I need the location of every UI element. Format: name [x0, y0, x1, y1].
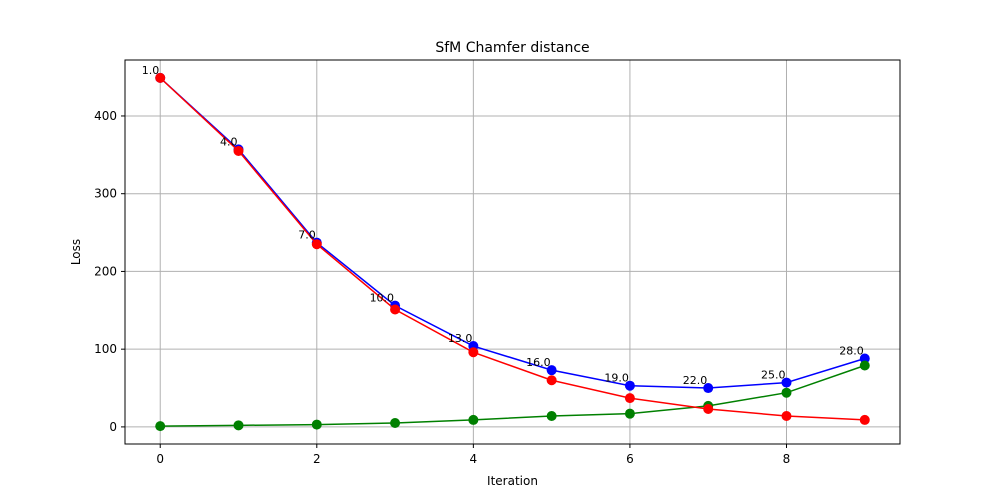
series-point	[781, 377, 792, 388]
series-point	[624, 393, 635, 404]
point-label: 22.0	[683, 374, 708, 387]
grid	[125, 60, 900, 444]
series-point	[233, 420, 244, 431]
point-label: 4.0	[220, 135, 238, 148]
x-tick-label: 8	[783, 452, 791, 466]
series-point	[155, 421, 166, 432]
point-label: 25.0	[761, 369, 786, 382]
series-point	[311, 419, 322, 430]
x-tick-label: 2	[313, 452, 321, 466]
series-point	[155, 72, 166, 83]
series-point	[546, 365, 557, 376]
y-tick-label: 0	[109, 420, 117, 434]
series-point	[703, 404, 714, 415]
point-label: 28.0	[839, 344, 864, 357]
series-point	[781, 411, 792, 422]
series-line	[159, 77, 865, 389]
series-point	[233, 145, 244, 156]
x-tick-label: 4	[470, 452, 478, 466]
series-layer	[155, 72, 870, 432]
x-axis-label: Iteration	[487, 474, 538, 488]
point-labels: 1.0 4.0 7.0 10.0 13.0 16.0 19.0 22.0 25.0 28.0	[142, 64, 864, 387]
point-label: 13.0	[448, 332, 473, 345]
series-line	[160, 364, 866, 427]
series-point	[546, 375, 557, 386]
series-point	[624, 380, 635, 391]
series-point	[859, 360, 870, 371]
chart-title: SfM Chamfer distance	[435, 40, 589, 56]
point-label: 16.0	[526, 356, 551, 369]
series-point	[468, 414, 479, 425]
y-tick-label: 200	[94, 264, 117, 278]
series-point	[781, 387, 792, 398]
point-label: 1.0	[142, 64, 160, 77]
series-point	[703, 383, 714, 394]
x-tick-label: 6	[626, 452, 634, 466]
series-point	[624, 408, 635, 419]
series-point	[859, 414, 870, 425]
point-label: 19.0	[604, 372, 629, 385]
x-tick-label: 0	[156, 452, 164, 466]
plot-frame	[124, 59, 901, 445]
series-point	[859, 353, 870, 364]
point-label: 7.0	[298, 229, 316, 242]
y-tick-label: 100	[94, 342, 117, 356]
series-point	[311, 239, 322, 250]
y-axis-label: Loss	[69, 239, 83, 265]
ticks: 0 2 4 6 8 0 100 200 300 400	[94, 109, 790, 466]
y-tick-label: 300	[94, 187, 117, 201]
series-line	[159, 77, 865, 421]
series-point	[468, 347, 479, 358]
series-point	[546, 411, 557, 422]
series-point	[390, 418, 401, 429]
series-point	[390, 304, 401, 315]
y-tick-label: 400	[94, 109, 117, 123]
point-label: 10.0	[370, 292, 395, 305]
